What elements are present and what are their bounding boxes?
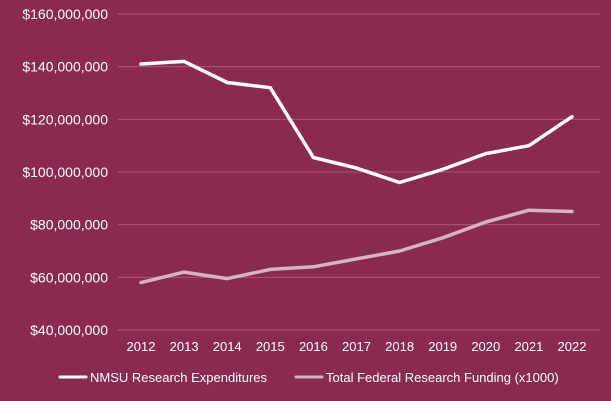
legend: NMSU Research Expenditures Total Federal… bbox=[58, 370, 559, 385]
y-tick-label: $40,000,000 bbox=[30, 322, 108, 338]
x-tick-label: 2018 bbox=[385, 339, 414, 354]
series-line-nmsu-research-expenditures bbox=[139, 59, 574, 185]
x-tick-label: 2022 bbox=[558, 339, 587, 354]
y-axis-ticks: $40,000,000 $60,000,000 $80,000,000 $100,00… bbox=[22, 6, 108, 338]
y-tick-label: $100,000,000 bbox=[22, 164, 108, 180]
x-tick-label: 2019 bbox=[428, 339, 457, 354]
x-axis-ticks: 2012 2013 2014 2015 2016 2017 2018 2019 2020 2021… bbox=[127, 339, 587, 354]
x-tick-label: 2015 bbox=[256, 339, 285, 354]
x-tick-label: 2021 bbox=[514, 339, 543, 354]
y-tick-label: $160,000,000 bbox=[22, 6, 108, 22]
gridlines bbox=[118, 13, 600, 331]
x-tick-label: 2017 bbox=[342, 339, 371, 354]
y-tick-label: $120,000,000 bbox=[22, 111, 108, 127]
x-tick-label: 2013 bbox=[170, 339, 199, 354]
legend-label-nmsu-research-expenditures: NMSU Research Expenditures bbox=[90, 370, 268, 385]
x-tick-label: 2016 bbox=[299, 339, 328, 354]
x-tick-label: 2012 bbox=[127, 339, 156, 354]
x-tick-label: 2020 bbox=[471, 339, 500, 354]
y-tick-label: $80,000,000 bbox=[30, 217, 108, 233]
series-line-total-federal-research-funding bbox=[139, 208, 574, 285]
x-tick-label: 2014 bbox=[213, 339, 242, 354]
y-tick-label: $60,000,000 bbox=[30, 269, 108, 285]
y-tick-label: $140,000,000 bbox=[22, 59, 108, 75]
legend-label-total-federal-research-funding: Total Federal Research Funding (x1000) bbox=[326, 370, 559, 385]
series bbox=[139, 59, 574, 285]
